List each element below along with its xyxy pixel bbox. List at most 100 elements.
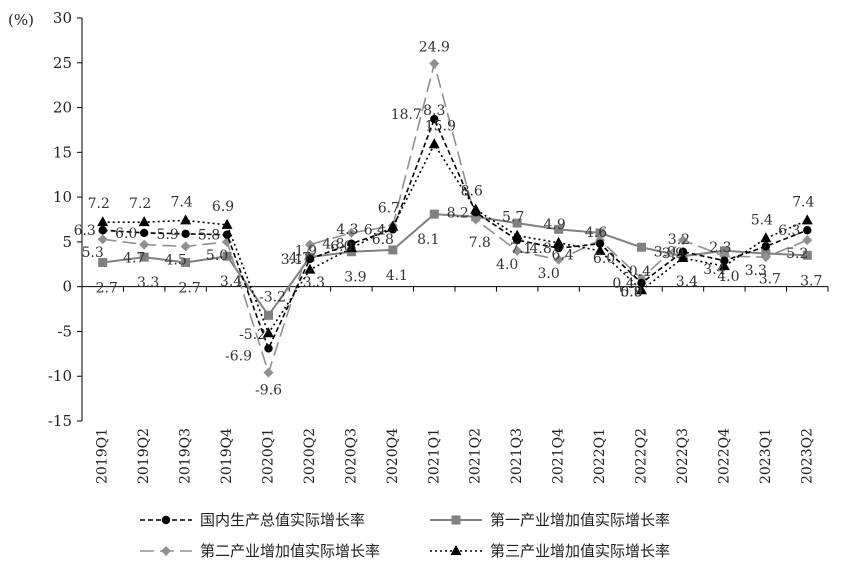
series-point	[97, 234, 108, 245]
series-point	[97, 216, 109, 227]
series-point	[180, 214, 192, 225]
series-point	[720, 256, 729, 265]
data-label: 3.4	[703, 262, 725, 278]
data-label: 8.3	[423, 103, 445, 119]
data-label: 24.9	[419, 40, 450, 56]
series-point	[181, 257, 191, 267]
data-label: 7.1	[510, 241, 532, 257]
series-point	[304, 263, 316, 274]
series-point	[554, 224, 564, 234]
data-label: 4.9	[543, 217, 565, 233]
series-point	[637, 242, 646, 252]
series-line	[102, 60, 808, 376]
data-label: 7.4	[170, 194, 192, 210]
x-tick-label: 2022Q3	[675, 428, 691, 484]
data-label: 6.9	[212, 199, 234, 215]
series-point	[388, 245, 398, 255]
series-point	[719, 246, 729, 256]
data-label: -5.2	[239, 327, 266, 343]
data-label: 5.4	[751, 212, 773, 228]
series-point	[803, 226, 812, 235]
series-point	[139, 239, 150, 250]
x-tick-label: 2020Q4	[385, 428, 401, 484]
series-point	[222, 251, 232, 261]
axes: -15 -10 -5 0 5 10 15 20 25 30 2019Q1 2019Q2 2019Q3 20…	[48, 9, 829, 484]
data-label: -3.2	[259, 289, 286, 305]
data-label: 3.1	[281, 252, 303, 268]
series-point	[263, 367, 274, 378]
series-line	[102, 213, 808, 318]
y-tick-label: 10	[53, 188, 72, 206]
data-label: 3.7	[759, 272, 781, 288]
data-label: 8.2	[447, 205, 469, 221]
series-line	[102, 117, 808, 351]
data-label: 15.9	[425, 118, 456, 134]
series-point	[802, 235, 813, 246]
series-point	[98, 257, 108, 267]
series-point	[554, 243, 563, 253]
data-label: 6.0	[593, 251, 615, 267]
data-label: 5.8	[620, 285, 642, 301]
legend-item: 第一产业增加值实际增长率	[430, 511, 670, 529]
legend-label: 第一产业增加值实际增长率	[490, 511, 670, 529]
data-label: 4.0	[717, 269, 739, 285]
series-point	[429, 58, 440, 69]
data-label: 5.3	[82, 245, 104, 261]
series-point	[594, 244, 606, 255]
data-labels: 7.2 7.2 7.4 6.9 6.3 6.0 5.9 5.8 5.3 4.7 4.5 5.0 2.7 3…	[74, 40, 823, 399]
series-point	[264, 310, 273, 320]
legend-item: 国内生产总值实际增长率	[140, 511, 365, 529]
series-point	[761, 242, 771, 251]
series-point	[512, 218, 522, 228]
data-label: 6.0	[115, 226, 137, 242]
series-point	[428, 138, 440, 149]
data-label: 3.7	[800, 273, 822, 289]
x-tick-label: 2022Q1	[592, 428, 608, 484]
series-point	[470, 214, 481, 225]
x-tick-label: 2023Q2	[799, 428, 815, 484]
legend-item: 第二产业增加值实际增长率	[140, 542, 380, 560]
data-label: 3.4	[220, 274, 242, 290]
x-tick-label: 2021Q4	[551, 428, 567, 484]
data-label: 1.9	[295, 244, 317, 260]
series-point	[802, 250, 812, 260]
y-tick-label: -15	[48, 412, 72, 430]
legend-swatch-marker	[161, 515, 171, 525]
y-tick-label: -5	[57, 322, 72, 340]
y-tick-label: 20	[53, 99, 72, 117]
series-point	[553, 254, 564, 265]
series-point	[595, 228, 605, 238]
data-label: 6.7	[378, 201, 400, 217]
legend-swatch-marker	[161, 546, 171, 556]
series-point	[512, 245, 523, 256]
data-label: 7.2	[88, 196, 110, 212]
data-label: 3.9	[344, 270, 366, 286]
series-4	[97, 138, 813, 338]
data-label: 7.2	[129, 196, 151, 212]
series-point	[429, 209, 439, 219]
data-label: 18.7	[391, 107, 422, 123]
series-point	[388, 225, 398, 234]
data-label: 6.4	[551, 247, 573, 263]
series-point	[677, 252, 689, 263]
data-label: 6.0	[330, 239, 352, 255]
series-point	[801, 214, 813, 225]
data-label: 2.3	[709, 240, 731, 256]
series-point	[305, 254, 315, 264]
series-point	[98, 226, 107, 235]
data-label: 6.3	[74, 223, 96, 239]
data-label: 0.4	[612, 276, 634, 292]
series-point	[595, 239, 605, 248]
series-point	[139, 228, 149, 238]
data-label: 3.9	[654, 245, 676, 261]
series-point	[677, 235, 688, 246]
series-point	[222, 230, 232, 239]
x-tick-label: 2019Q3	[178, 428, 194, 484]
data-label: 3.4	[676, 274, 698, 290]
data-label: 4.7	[289, 251, 311, 267]
y-tick-label: 5	[62, 233, 72, 251]
series-point	[180, 241, 191, 252]
data-label: 4.6	[585, 225, 607, 241]
data-label: 4.7	[123, 251, 145, 267]
